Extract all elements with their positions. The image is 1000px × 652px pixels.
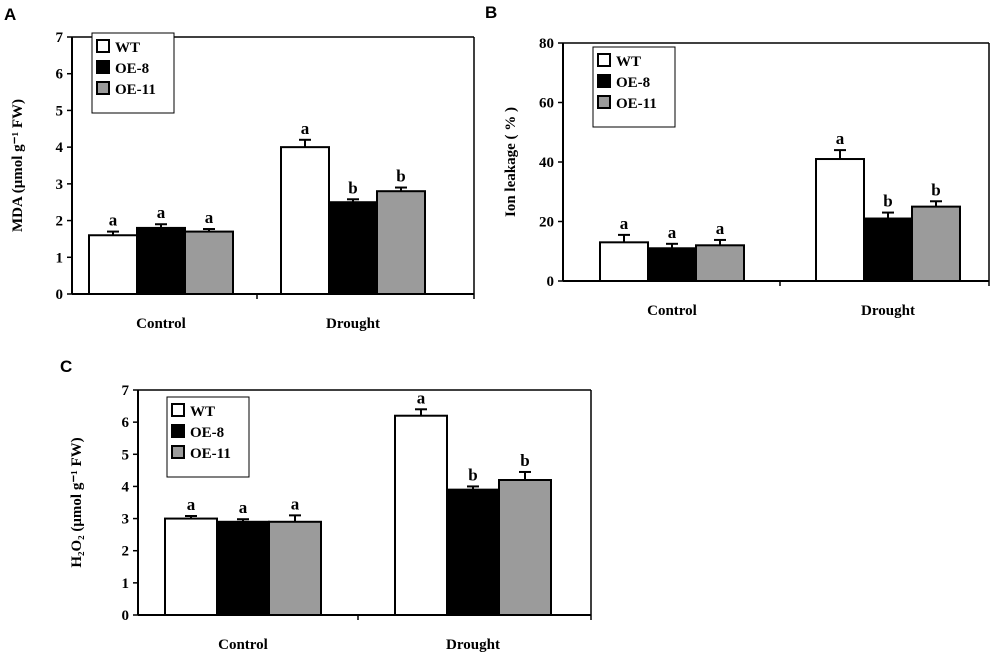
bar-wt-control	[164, 517, 218, 616]
bar-wt-control	[88, 234, 138, 295]
bar-oe-11-control	[184, 230, 234, 295]
x-category-label: Drought	[446, 637, 500, 652]
y-axis-label: Ion leakage ( % )	[503, 107, 519, 217]
significance-letter: a	[836, 129, 845, 148]
legend-swatch-wt	[96, 39, 110, 53]
panel-b-letter: B	[485, 3, 497, 22]
legend-label-oe-11: OE-11	[190, 446, 231, 462]
x-category-label: Control	[136, 316, 186, 332]
legend-swatch-wt	[597, 53, 611, 67]
y-tick-label: 5	[122, 447, 130, 463]
significance-letter: a	[620, 214, 629, 233]
legend-swatch-oe-8	[597, 74, 611, 88]
bar-oe-11-drought	[911, 205, 961, 282]
legend-label-oe-11: OE-11	[616, 96, 657, 112]
legend: WT OE-8 OE-11	[166, 396, 250, 478]
significance-letter: b	[396, 167, 405, 186]
bar-oe-11-control	[268, 520, 322, 616]
significance-letter: a	[205, 208, 214, 227]
legend-swatch-oe-11	[171, 445, 185, 459]
significance-letter: b	[883, 192, 892, 211]
y-tick-label: 1	[122, 576, 130, 592]
significance-letter: a	[301, 119, 310, 138]
y-tick-label: 3	[122, 512, 130, 528]
significance-letter: b	[348, 178, 357, 197]
bar-oe-11-drought	[498, 479, 552, 616]
x-category-label: Drought	[326, 316, 380, 332]
significance-letter: a	[157, 203, 166, 222]
x-category-label: Control	[647, 303, 697, 319]
legend: WT OE-8 OE-11	[592, 46, 676, 128]
y-tick-label: 7	[122, 383, 130, 399]
significance-letter: a	[109, 211, 118, 230]
x-category-label: Drought	[861, 303, 915, 319]
y-tick-label: 7	[56, 30, 64, 46]
y-tick-label: 4	[122, 479, 130, 495]
significance-letter: a	[716, 219, 725, 238]
legend-label-wt: WT	[115, 40, 140, 56]
panel-a: A 0 1 2 3 4 5 6 7 MDA (μmol g⁻¹ FW) Control Drough…	[4, 5, 475, 332]
bar-oe-8-drought	[328, 201, 378, 295]
significance-letter: a	[417, 388, 426, 407]
y-tick-label: 5	[56, 103, 64, 119]
y-tick-label: 6	[122, 415, 130, 431]
panel-b-chart: 0 20 40 60 80 Ion leakage ( % ) Control Drought…	[503, 36, 990, 319]
y-tick-label: 0	[547, 274, 555, 290]
y-tick-label: 6	[56, 67, 64, 83]
bar-oe-8-control	[647, 247, 697, 282]
panel-c-chart: 0 1 2 3 4 5 6 7 H₂O₂ (μmol g⁻¹ FW) Control Drought…	[69, 383, 592, 652]
y-tick-label: 3	[56, 177, 64, 193]
y-axis-label: MDA (μmol g⁻¹ FW)	[10, 99, 26, 232]
legend-swatch-wt	[171, 403, 185, 417]
significance-letter: a	[291, 494, 300, 513]
bar-oe-11-control	[695, 244, 745, 283]
bar-oe-8-control	[136, 226, 186, 296]
panel-a-letter: A	[4, 5, 16, 24]
legend-label-wt: WT	[616, 54, 641, 70]
bar-wt-drought	[394, 414, 448, 617]
y-tick-label: 0	[122, 608, 130, 624]
legend-label-oe-8: OE-8	[115, 61, 149, 77]
significance-letter: a	[187, 495, 196, 514]
significance-letter: b	[931, 180, 940, 199]
bar-oe-11-drought	[376, 190, 426, 295]
panel-c: C 0 1 2 3 4 5 6 7 H₂O₂ (μmol g⁻¹ FW) Control Droug…	[60, 357, 592, 652]
legend-swatch-oe-11	[597, 95, 611, 109]
y-axis-label: H₂O₂ (μmol g⁻¹ FW)	[69, 437, 85, 567]
bar-wt-control	[599, 241, 649, 282]
y-tick-label: 60	[539, 96, 554, 112]
significance-letter: b	[468, 465, 477, 484]
bar-oe-8-drought	[446, 488, 500, 616]
y-tick-label: 2	[56, 214, 64, 230]
y-tick-label: 4	[56, 140, 64, 156]
bar-oe-8-control	[216, 520, 270, 616]
legend-label-oe-8: OE-8	[190, 425, 224, 441]
y-tick-label: 2	[122, 544, 130, 560]
y-tick-label: 0	[56, 287, 64, 303]
y-tick-label: 40	[539, 155, 554, 171]
x-category-label: Control	[218, 637, 268, 652]
bar-wt-drought	[280, 146, 330, 295]
y-tick-label: 1	[56, 250, 64, 266]
legend-swatch-oe-11	[96, 81, 110, 95]
panel-c-letter: C	[60, 357, 72, 376]
legend-label-oe-8: OE-8	[616, 75, 650, 91]
legend-swatch-oe-8	[96, 60, 110, 74]
panel-a-chart: 0 1 2 3 4 5 6 7 MDA (μmol g⁻¹ FW) Control Drought a…	[10, 30, 475, 332]
panel-b: B 0 20 40 60 80 Ion leakage ( % ) Control Droug…	[485, 3, 990, 319]
bar-wt-drought	[815, 158, 865, 282]
y-tick-label: 20	[539, 215, 554, 231]
y-tick-label: 80	[539, 36, 554, 52]
legend-label-wt: WT	[190, 404, 215, 420]
significance-letter: b	[520, 451, 529, 470]
bar-oe-8-drought	[863, 217, 913, 282]
significance-letter: a	[668, 223, 677, 242]
significance-letter: a	[239, 498, 248, 517]
legend: WT OE-8 OE-11	[91, 32, 175, 114]
legend-label-oe-11: OE-11	[115, 82, 156, 98]
legend-swatch-oe-8	[171, 424, 185, 438]
